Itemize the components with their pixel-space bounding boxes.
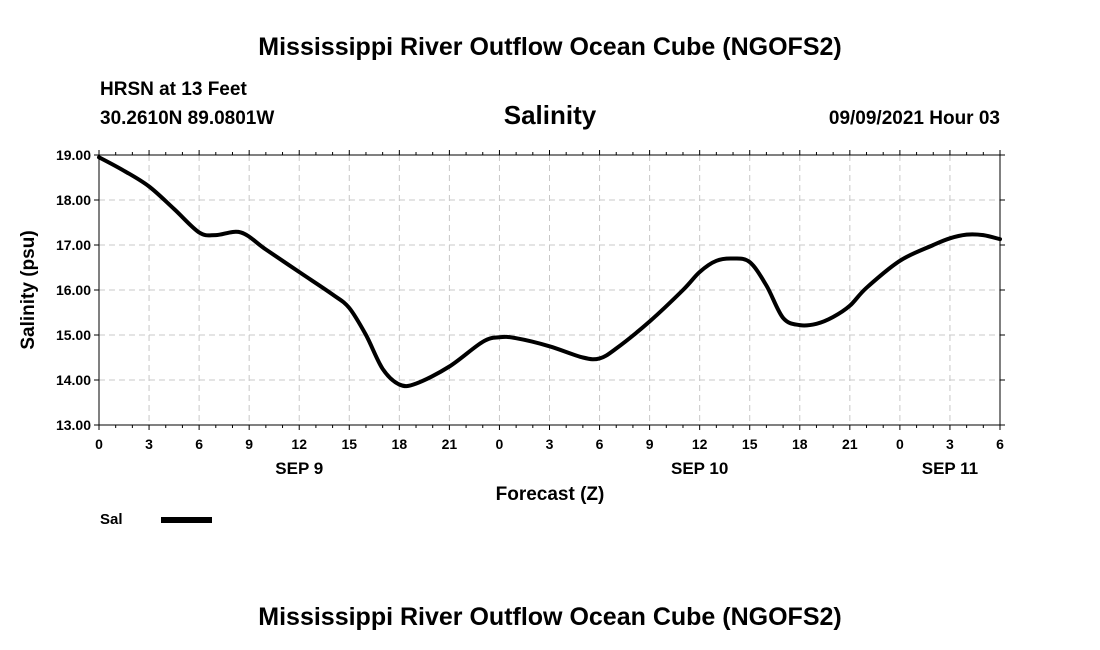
x-tick-label: 6 [596,436,604,452]
x-tick-label: 9 [646,436,654,452]
station-label: HRSN at 13 Feet [100,79,247,100]
legend-label: Sal [100,511,123,528]
x-tick-label: 0 [496,436,504,452]
x-tick-labels: 0 3 6 9 12 15 18 21 0 3 6 9 12 15 18 21 0 3 6 [95,436,1004,452]
x-tick-label: 6 [996,436,1004,452]
x-tick-label: 3 [946,436,954,452]
x-tick-label: 12 [291,436,307,452]
y-tick-label: 16.00 [56,282,91,298]
y-tick-label: 17.00 [56,237,91,253]
y-tick-label: 15.00 [56,327,91,343]
x-tick-label: 18 [792,436,808,452]
chart-subtitle: Salinity [504,100,597,130]
plot-border [98,154,1001,426]
salinity-series-line [97,155,1002,389]
y-tick-labels: 13.00 14.00 15.00 16.00 17.00 18.00 19.00 [56,147,91,433]
footer-title: Mississippi River Outflow Ocean Cube (NG… [258,603,841,631]
datetime-label: 09/09/2021 Hour 03 [829,108,1000,129]
date-labels: SEP 9 SEP 10 SEP 11 [275,459,978,478]
y-tick-label: 19.00 [56,147,91,163]
x-tick-label: 21 [442,436,458,452]
x-tick-label: 6 [195,436,203,452]
date-label: SEP 11 [922,459,978,478]
date-label: SEP 9 [275,459,323,478]
y-tick-label: 13.00 [56,417,91,433]
x-tick-label: 3 [546,436,554,452]
x-tick-label: 9 [245,436,253,452]
x-tick-label: 0 [95,436,103,452]
y-tick-label: 14.00 [56,372,91,388]
x-axis-label: Forecast (Z) [496,484,605,505]
x-tick-label: 15 [742,436,758,452]
x-tick-label: 18 [392,436,408,452]
chart-title: Mississippi River Outflow Ocean Cube (NG… [258,33,841,61]
x-tick-label: 3 [145,436,153,452]
y-axis-label: Salinity (psu) [18,230,39,349]
x-tick-label: 0 [896,436,904,452]
x-tick-label: 21 [842,436,858,452]
location-label: 30.2610N 89.0801W [100,108,274,129]
x-tick-label: 12 [692,436,708,452]
legend-swatch [161,517,212,523]
date-label: SEP 10 [671,459,728,478]
grid-lines [99,155,1000,425]
y-tick-label: 18.00 [56,192,91,208]
x-tick-label: 15 [341,436,357,452]
